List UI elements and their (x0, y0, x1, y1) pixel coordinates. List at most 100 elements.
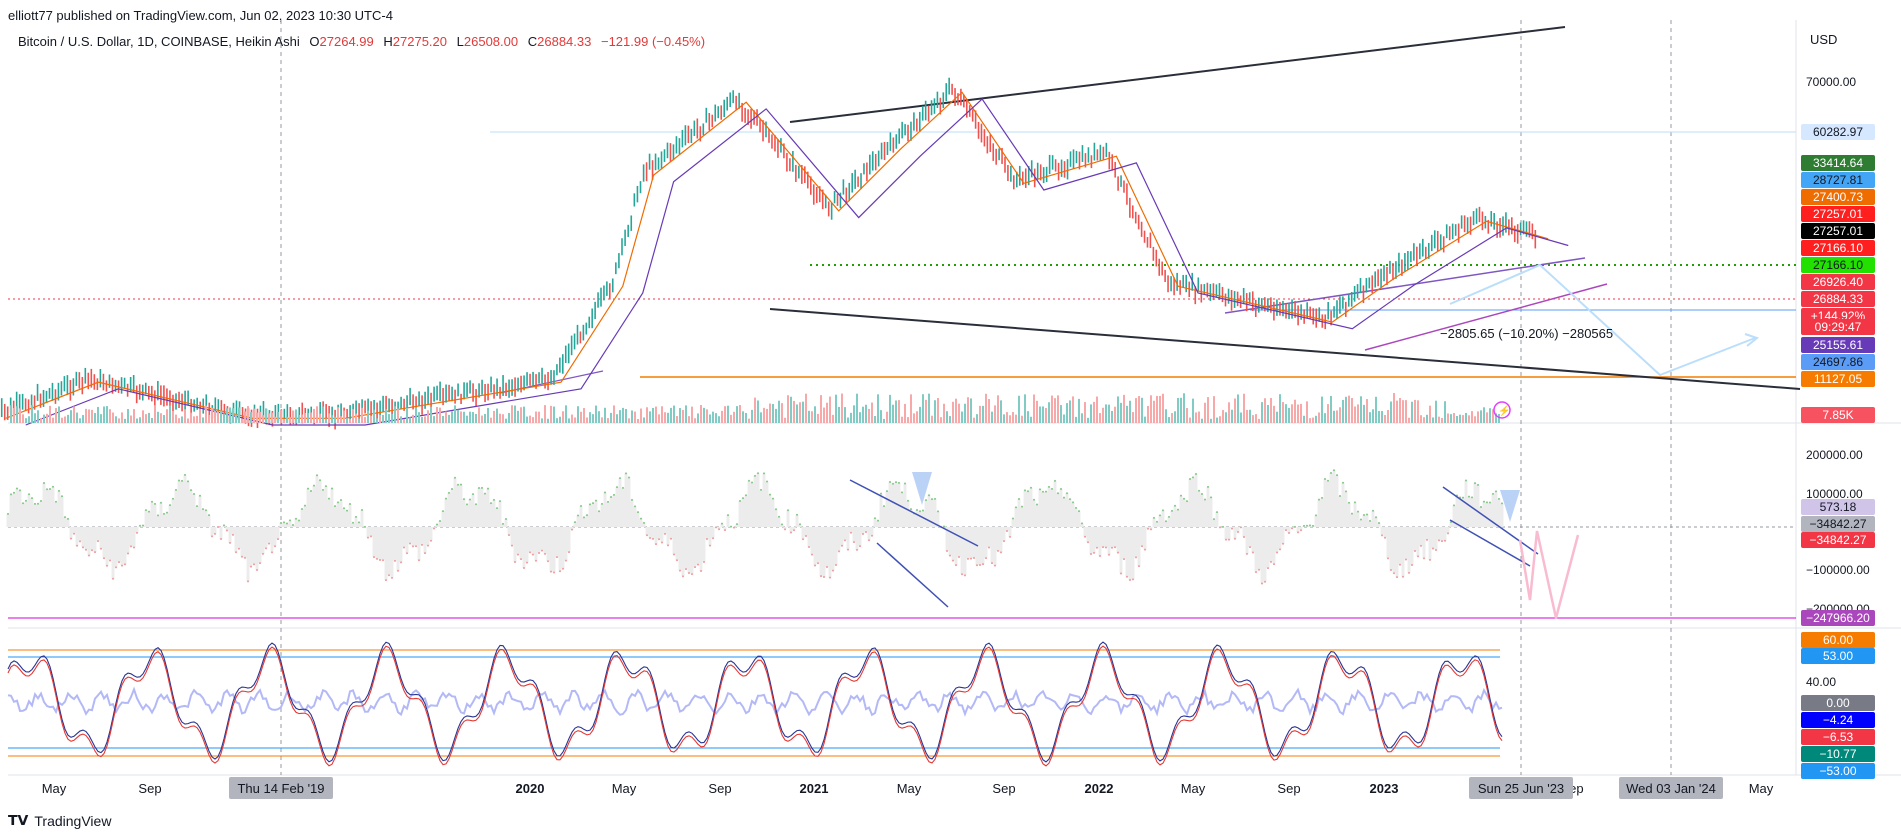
volume-bar (1477, 411, 1479, 423)
oscillator-point (874, 517, 876, 520)
volume-bar (1132, 412, 1134, 423)
volume-bar (883, 418, 885, 423)
projection-path[interactable] (1449, 263, 1756, 377)
y-tick-label: 40.00 (1806, 675, 1836, 689)
volume-bar (397, 408, 399, 423)
channel-line[interactable] (1224, 257, 1586, 314)
trend-line[interactable] (876, 542, 949, 608)
oscillator-point (1294, 525, 1296, 528)
oscillator-point (592, 502, 594, 505)
oscillator-point (1018, 497, 1020, 500)
oscillator-point (1255, 571, 1257, 574)
volume-bar (1180, 397, 1182, 423)
volume-bar (403, 418, 405, 423)
oscillator-point (709, 544, 711, 547)
oscillator-point (1345, 490, 1347, 493)
volume-bar (688, 416, 690, 423)
trend-line[interactable] (849, 479, 979, 547)
volume-bar (103, 406, 105, 423)
oscillator-point (1438, 539, 1440, 542)
oscillator-point (58, 489, 60, 492)
volume-bar (73, 406, 75, 423)
oscillator-point (403, 546, 405, 549)
volume-bar (1192, 398, 1194, 423)
oscillator-point (337, 501, 339, 504)
price-label-text: 26884.33 (1813, 292, 1863, 306)
volume-bar (904, 403, 906, 423)
oscillator-point (280, 521, 282, 524)
volume-bar (475, 413, 477, 423)
volume-bar (994, 405, 996, 423)
price-axis-label: 11127.05 (1801, 371, 1875, 387)
oscillator-point (700, 570, 702, 573)
oscillator-point (1066, 492, 1068, 495)
volume-bar (343, 410, 345, 423)
lightning-icon[interactable] (1493, 401, 1511, 419)
down-arrow-marker[interactable] (1500, 467, 1520, 522)
oscillator-point (955, 564, 957, 567)
volume-bar (721, 410, 723, 423)
currency-label: USD (1810, 32, 1838, 47)
oscillator-point (1123, 558, 1125, 561)
oscillator-point (967, 557, 969, 560)
trend-line[interactable] (1449, 519, 1531, 567)
trend-line[interactable] (1442, 486, 1539, 555)
oscillator-point (535, 559, 537, 562)
volume-bar (715, 413, 717, 423)
oscillator-point (223, 524, 225, 527)
price-axis-label: 0.00 (1801, 695, 1875, 711)
oscillator-point (169, 504, 171, 507)
oscillator-point (1324, 478, 1326, 481)
oscillator-point (571, 528, 573, 531)
projection-path[interactable] (1518, 530, 1580, 619)
oscillator-point (13, 491, 15, 494)
volume-bar (1480, 410, 1482, 423)
volume-bar (331, 415, 333, 423)
volume-bar (205, 405, 207, 423)
volume-bar (949, 416, 951, 423)
volume-bar (1288, 407, 1290, 423)
oscillator-point (1114, 546, 1116, 549)
volume-bar (1054, 398, 1056, 423)
volume-bar (952, 401, 954, 423)
lower-trend-line[interactable] (769, 308, 1801, 390)
oscillator-point (1375, 516, 1377, 519)
oscillator-point (340, 498, 342, 501)
oscillator-point (466, 503, 468, 506)
oscillator-point (199, 494, 201, 497)
volume-bar (967, 397, 969, 423)
price-label-text: −6.53 (1823, 730, 1854, 744)
oscillator-point (751, 481, 753, 484)
volume-bar (1105, 404, 1107, 423)
oscillator-point (64, 516, 66, 519)
oscillator-point (259, 562, 261, 565)
upper-trend-line[interactable] (789, 26, 1566, 123)
oscillator-point (139, 524, 141, 527)
high-value: 27275.20 (392, 34, 448, 49)
volume-bar (334, 416, 336, 423)
volume-bar (97, 406, 99, 423)
volume-bar (1399, 397, 1401, 423)
down-arrow-marker[interactable] (912, 448, 932, 505)
oscillator-point (814, 564, 816, 567)
oscillator-point (820, 575, 822, 578)
stochastic-k-line (7, 641, 1503, 763)
volume-bar (913, 413, 915, 423)
price-label-bg (1801, 516, 1875, 532)
oscillator-point (160, 501, 162, 504)
time-cursor-label: Sun 25 Jun '23 (1469, 777, 1573, 799)
volume-bar (676, 416, 678, 423)
oscillator-point (589, 503, 591, 506)
change-value: −121.99 (−0.45%) (600, 34, 706, 49)
oscillator-point (943, 525, 945, 528)
oscillator-point (994, 564, 996, 567)
volume-bar (742, 411, 744, 423)
oscillator-point (1492, 492, 1494, 495)
oscillator-point (133, 546, 135, 549)
volume-bar (1333, 410, 1335, 423)
projection-arrow-head[interactable] (1744, 333, 1760, 347)
channel-line[interactable] (1364, 283, 1608, 351)
volume-bar (652, 407, 654, 423)
oscillator-point (10, 493, 12, 496)
